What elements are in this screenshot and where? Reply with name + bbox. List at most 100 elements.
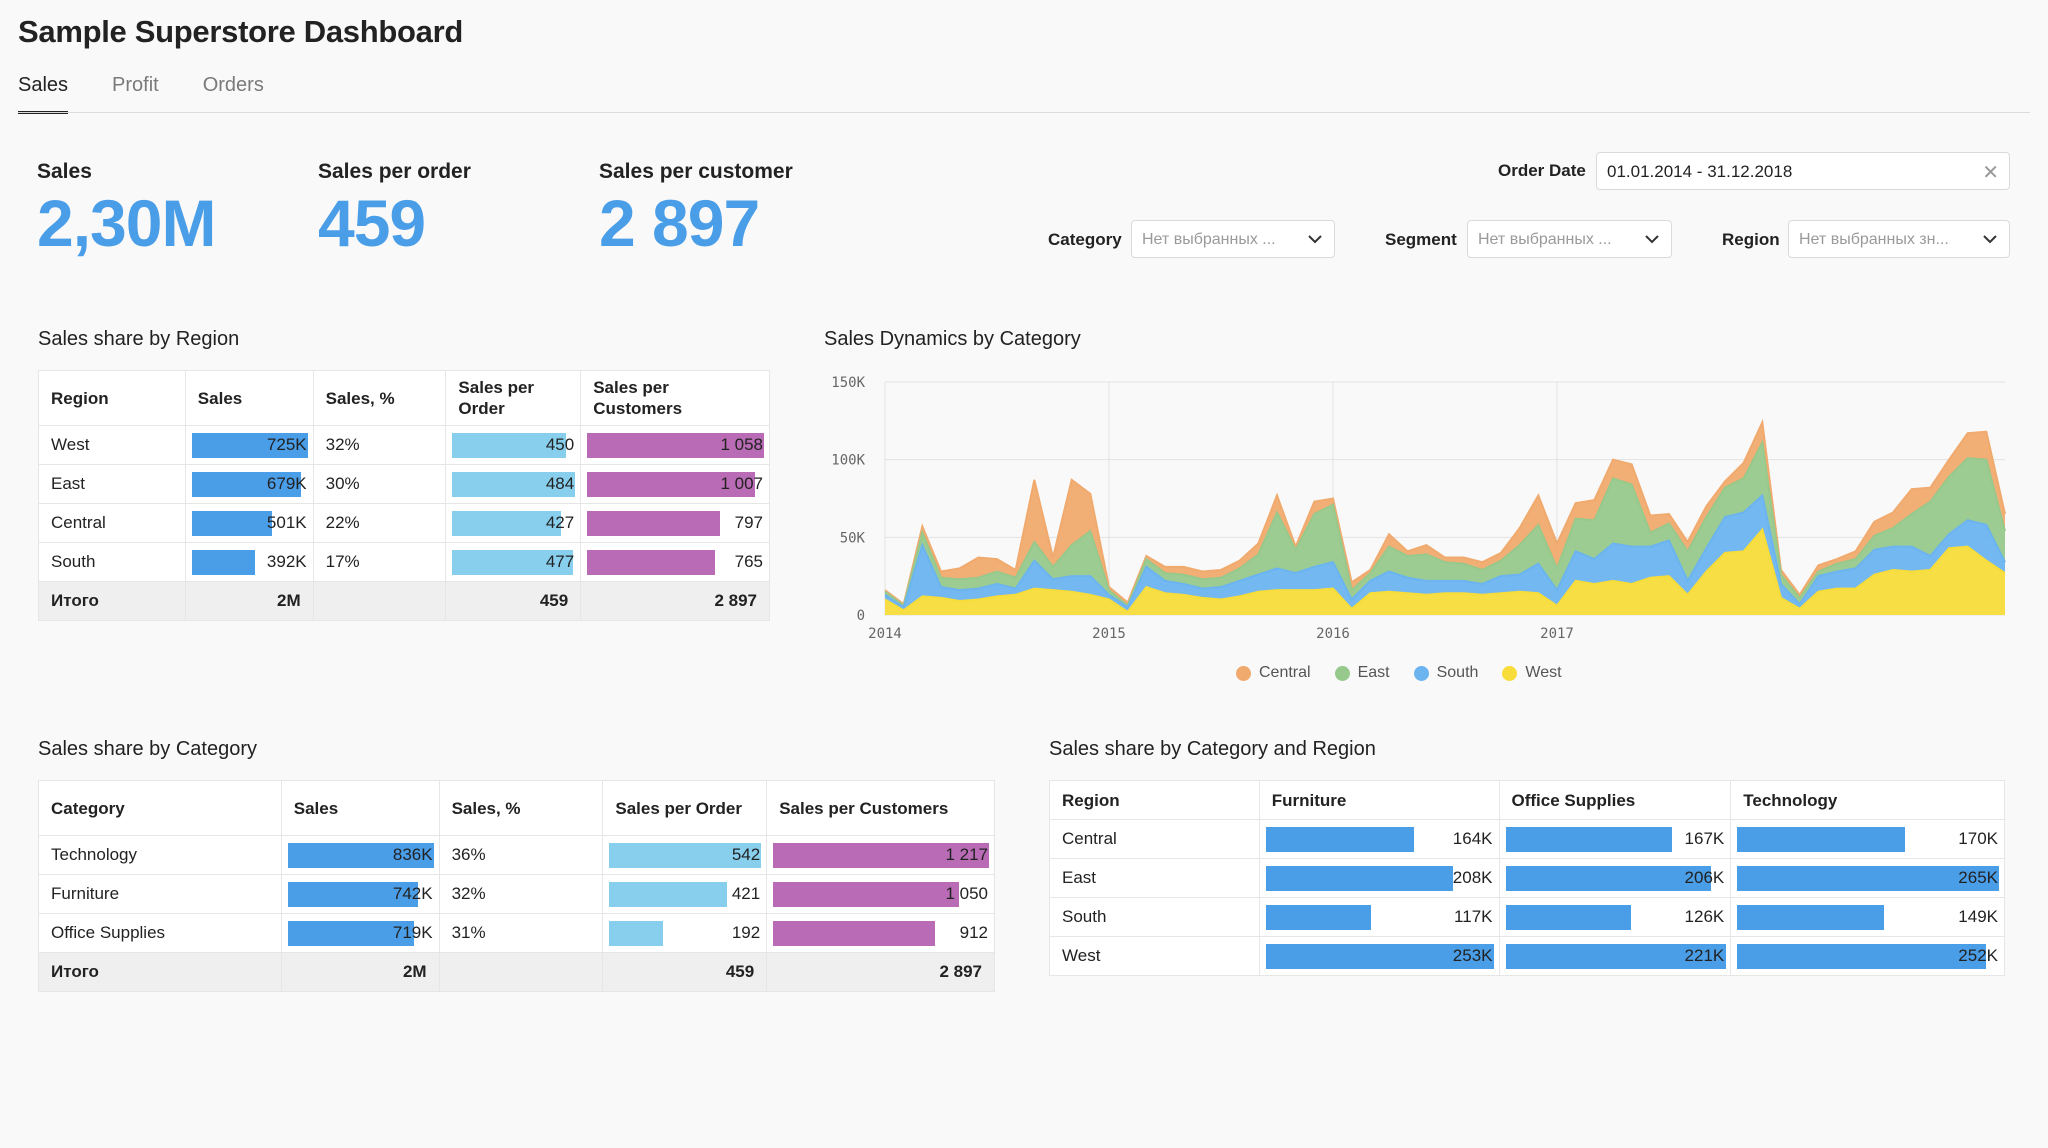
- region-col-header[interactable]: Region: [38, 370, 186, 426]
- chevron-down-icon: [1983, 235, 1997, 244]
- area-series-south[interactable]: [885, 495, 2005, 612]
- sales-per-order-col-header[interactable]: Sales per Order: [602, 780, 768, 836]
- sales-cell: 725K: [184, 425, 314, 465]
- sales-pct-cell: 36%: [438, 835, 604, 875]
- category-region-cell-bar: [1737, 905, 1885, 930]
- legend-item-west[interactable]: West: [1502, 664, 1562, 682]
- x-tick-label: 2014: [868, 626, 902, 642]
- kpi-sales-label: Sales: [37, 160, 92, 183]
- table-row[interactable]: Technology 836K 36% 542 1 217: [38, 835, 995, 875]
- cat-region-table: Region Furniture Office Supplies Technol…: [1049, 780, 2005, 976]
- series-line-west: [884, 527, 2006, 614]
- sales-cell: 392K: [184, 542, 314, 582]
- area-series-east[interactable]: [885, 442, 2005, 608]
- row-label: East: [38, 464, 186, 504]
- chart-legend: Central East South West: [1236, 664, 1562, 682]
- table-row[interactable]: East 208K 206K 265K: [1049, 858, 2005, 898]
- row-label: Furniture: [38, 874, 282, 914]
- category-region-cell: 221K: [1498, 936, 1732, 976]
- sales-per-order-cell: 484: [445, 464, 582, 504]
- region-select-placeholder: Нет выбранных зн...: [1799, 231, 1949, 248]
- furniture-col-header[interactable]: Furniture: [1258, 780, 1500, 820]
- sales-per-customers-cell: 1 058: [580, 425, 770, 465]
- region-select[interactable]: Нет выбранных зн...: [1788, 220, 2010, 258]
- sales-col-header[interactable]: Sales: [280, 780, 440, 836]
- table-row[interactable]: Central 501K 22% 427 797: [38, 503, 770, 543]
- sales-cell-bar: [287, 882, 418, 907]
- total-sales: 2M: [184, 581, 314, 621]
- sales-cell-bar: [287, 921, 414, 946]
- sales-cell-value: 392K: [266, 552, 307, 571]
- technology-col-header[interactable]: Technology: [1730, 780, 2005, 820]
- table-row[interactable]: East 679K 30% 484 1 007: [38, 464, 770, 504]
- sales-per-customers-cell-bar: [773, 882, 960, 907]
- table-row[interactable]: West 725K 32% 450 1 058: [38, 425, 770, 465]
- sales-cell-value: 742K: [392, 884, 433, 903]
- sales-per-order-cell-bar: [609, 921, 664, 946]
- x-tick-label: 2017: [1540, 626, 1574, 642]
- order-date-input[interactable]: 01.01.2014 - 31.12.2018 ✕: [1596, 152, 2010, 190]
- category-region-cell: 117K: [1258, 897, 1500, 937]
- category-region-cell-value: 253K: [1452, 946, 1493, 965]
- tab-sales[interactable]: Sales: [18, 74, 69, 114]
- sales-pct-cell: 32%: [312, 425, 447, 465]
- row-label: East: [1049, 858, 1260, 898]
- x-tick-label: 2015: [1092, 626, 1126, 642]
- category-region-cell: 170K: [1730, 819, 2005, 859]
- category-region-cell-value: 167K: [1684, 829, 1725, 848]
- sales-per-customers-cell-bar: [773, 921, 936, 946]
- category-region-cell-bar: [1505, 866, 1711, 891]
- tab-orders[interactable]: Orders: [202, 74, 264, 96]
- segment-select[interactable]: Нет выбранных ...: [1467, 220, 1672, 258]
- category-table: Category Sales Sales, % Sales per Order …: [38, 780, 995, 992]
- sales-per-order-col-header[interactable]: Sales per Order: [445, 370, 582, 426]
- legend-label-central: Central: [1259, 664, 1311, 681]
- sales-col-header[interactable]: Sales: [184, 370, 314, 426]
- row-label: Office Supplies: [38, 913, 282, 953]
- legend-label-south: South: [1436, 664, 1479, 681]
- region-col-header[interactable]: Region: [1049, 780, 1260, 820]
- sales-pct-col-header[interactable]: Sales, %: [312, 370, 447, 426]
- legend-item-east[interactable]: East: [1334, 664, 1390, 682]
- total-sales-per-order: 459: [602, 952, 768, 992]
- table-row[interactable]: Central 164K 167K 170K: [1049, 819, 2005, 859]
- table-row[interactable]: South 117K 126K 149K: [1049, 897, 2005, 937]
- sales-per-order-cell-bar: [452, 550, 574, 575]
- category-region-cell-value: 149K: [1958, 907, 1998, 926]
- legend-dot-east: [1334, 665, 1350, 681]
- category-region-cell-value: 126K: [1684, 907, 1725, 926]
- table-row[interactable]: Furniture 742K 32% 421 1 050: [38, 874, 995, 914]
- sales-per-customers-col-header[interactable]: Sales per Customers: [766, 780, 995, 836]
- sales-cell: 679K: [184, 464, 314, 504]
- total-sales-per-customers: 2 897: [766, 952, 995, 992]
- sales-per-order-cell: 427: [445, 503, 582, 543]
- clear-icon[interactable]: ✕: [1982, 162, 1999, 184]
- legend-item-central[interactable]: Central: [1236, 664, 1311, 682]
- office-supplies-col-header[interactable]: Office Supplies: [1498, 780, 1732, 820]
- kpi-sales-per-customer-label: Sales per customer: [599, 160, 793, 183]
- sales-per-customers-cell: 765: [580, 542, 770, 582]
- kpi-sales-per-order: Sales per order 459: [318, 160, 471, 256]
- category-region-cell-value: 206K: [1684, 868, 1725, 887]
- table-row[interactable]: South 392K 17% 477 765: [38, 542, 770, 582]
- chevron-down-icon: [1308, 235, 1322, 244]
- sales-pct-col-header[interactable]: Sales, %: [438, 780, 604, 836]
- sales-per-order-cell-value: 192: [731, 923, 761, 942]
- sales-per-customers-cell: 1 050: [766, 874, 995, 914]
- kpi-sales-value: 2,30M: [37, 186, 216, 260]
- category-col-header[interactable]: Category: [38, 780, 282, 836]
- sales-pct-cell: 17%: [312, 542, 447, 582]
- legend-item-south[interactable]: South: [1413, 664, 1479, 682]
- sales-cell: 719K: [280, 913, 440, 953]
- sales-per-customers-col-header[interactable]: Sales per Customers: [580, 370, 770, 426]
- sales-cell-value: 725K: [266, 435, 307, 454]
- x-tick-label: 2016: [1316, 626, 1350, 642]
- sales-per-customers-cell-value: 765: [734, 552, 763, 571]
- category-region-cell-value: 164K: [1452, 829, 1493, 848]
- sales-per-order-cell: 542: [602, 835, 768, 875]
- category-select[interactable]: Нет выбранных ...: [1131, 220, 1335, 258]
- table-row[interactable]: West 253K 221K 252K: [1049, 936, 2005, 976]
- table-row[interactable]: Office Supplies 719K 31% 192 912: [38, 913, 995, 953]
- tab-profit[interactable]: Profit: [112, 74, 159, 96]
